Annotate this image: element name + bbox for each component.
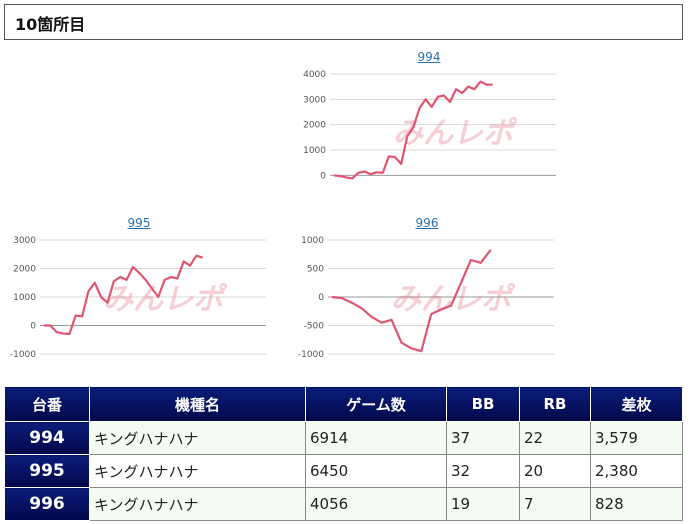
chart-996: 996 1000 500 0 -500 -1000 みんレポ xyxy=(292,216,562,366)
y-tick-label: 1000 xyxy=(13,293,36,303)
difference: 3,579 xyxy=(590,421,683,455)
section-title: 10箇所目 xyxy=(15,15,86,34)
machine-name: キングハナハナ xyxy=(89,454,306,488)
y-tick-label: 500 xyxy=(307,265,324,275)
header-game-count: ゲーム数 xyxy=(305,386,447,422)
header-machine-name: 機種名 xyxy=(89,386,306,422)
y-tick-label: 2000 xyxy=(13,265,36,275)
rb-count: 7 xyxy=(519,487,591,521)
table-row: 994 キングハナハナ 6914 37 22 3,579 xyxy=(4,421,683,455)
table-header-row: 台番 機種名 ゲーム数 BB RB 差枚 xyxy=(4,386,683,422)
y-tick-label: 2000 xyxy=(303,121,326,131)
machine-name: キングハナハナ xyxy=(89,487,306,521)
header-rb: RB xyxy=(519,386,591,422)
results-table: 台番 機種名 ゲーム数 BB RB 差枚 994 キングハナハナ 6914 37… xyxy=(4,386,683,521)
series-line xyxy=(44,254,204,336)
rb-count: 20 xyxy=(519,454,591,488)
header-machine-number: 台番 xyxy=(4,386,90,422)
y-tick-label: -1000 xyxy=(10,350,36,360)
chart-title-996[interactable]: 996 xyxy=(415,216,439,230)
y-tick-label: 4000 xyxy=(303,70,326,80)
bb-count: 19 xyxy=(446,487,520,521)
table-row: 996 キングハナハナ 4056 19 7 828 xyxy=(4,487,683,521)
chart-plot-994: 4000 3000 2000 1000 0 みんレポ xyxy=(303,70,556,181)
chart-994: 994 4000 3000 2000 1000 0 みんレポ xyxy=(294,50,564,200)
difference: 2,380 xyxy=(590,454,683,488)
table-row: 995 キングハナハナ 6450 32 20 2,380 xyxy=(4,454,683,488)
y-tick-label: 0 xyxy=(320,171,326,181)
series-line xyxy=(331,249,492,353)
machine-number: 996 xyxy=(4,487,90,521)
watermark-logo: みんレポ xyxy=(103,282,228,317)
y-tick-label: -500 xyxy=(304,322,325,332)
y-tick-label: 0 xyxy=(318,293,324,303)
y-tick-label: 1000 xyxy=(303,146,326,156)
machine-name: キングハナハナ xyxy=(89,421,306,455)
chart-995: 995 3000 2000 1000 0 -1000 みんレポ xyxy=(4,216,274,366)
chart-plot-995: 3000 2000 1000 0 -1000 みんレポ xyxy=(10,236,266,360)
difference: 828 xyxy=(590,487,683,521)
machine-number: 995 xyxy=(4,454,90,488)
chart-title-994[interactable]: 994 xyxy=(417,50,441,64)
game-count: 6914 xyxy=(305,421,447,455)
bb-count: 37 xyxy=(446,421,520,455)
game-count: 6450 xyxy=(305,454,447,488)
y-tick-label: -1000 xyxy=(298,350,324,360)
y-tick-label: 1000 xyxy=(301,236,324,246)
y-tick-label: 3000 xyxy=(303,95,326,105)
machine-number: 994 xyxy=(4,421,90,455)
rb-count: 22 xyxy=(519,421,591,455)
chart-title-995[interactable]: 995 xyxy=(127,216,151,230)
watermark-logo: みんレポ xyxy=(393,116,518,151)
series-line xyxy=(333,80,493,180)
header-difference: 差枚 xyxy=(590,386,683,422)
y-tick-label: 3000 xyxy=(13,236,36,246)
y-tick-label: 0 xyxy=(30,322,36,332)
section-title-box: 10箇所目 xyxy=(4,4,683,40)
header-bb: BB xyxy=(446,386,520,422)
bb-count: 32 xyxy=(446,454,520,488)
game-count: 4056 xyxy=(305,487,447,521)
